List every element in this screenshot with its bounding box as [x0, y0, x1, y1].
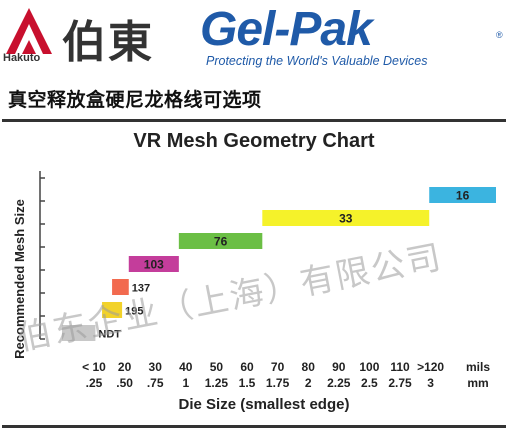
x-tick-label-mm: .75: [147, 376, 164, 390]
hakuto-wordmark: Hakuto: [3, 52, 41, 64]
bar-rect: [62, 325, 96, 341]
x-tick-label-mm: 2.5: [361, 376, 378, 390]
bar-rect: [178, 233, 263, 249]
hakuto-logo-icon: [6, 8, 52, 54]
chart-bar: 16: [429, 187, 496, 203]
x-tick-label-mils: 110: [390, 360, 410, 374]
x-tick-labels: < 10 20 30 40 50 60 70 80 90 100 110 >120 .25 .50 .75 1…: [82, 360, 490, 390]
x-tick-label-mils: >120: [417, 360, 444, 374]
bar-label: 137: [132, 283, 150, 295]
x-tick-label-mils: 60: [240, 360, 254, 374]
x-tick-label-mm: 2.25: [327, 376, 351, 390]
bar-rect: [128, 256, 179, 272]
x-axis-label: Die Size (smallest edge): [179, 396, 350, 413]
brand-name-cn: 伯東: [62, 17, 154, 68]
x-tick-label-mils: 100: [359, 360, 379, 374]
x-tick-label-mils: 40: [179, 360, 193, 374]
chart-container: VR Mesh Geometry Chart Recommended Mesh …: [2, 121, 506, 419]
x-tick-label-mm: 1.75: [266, 376, 290, 390]
tagline: Protecting the World's Valuable Devices: [206, 54, 428, 68]
gelpak-logo: Gel-Pak: [200, 3, 373, 56]
x-tick-label-mm: 2.75: [388, 376, 412, 390]
x-tick-label-mm: 1.25: [205, 376, 229, 390]
bar-rect: [102, 302, 123, 318]
chart-axes: [39, 171, 45, 340]
x-tick-label-mils: 90: [332, 360, 346, 374]
x-tick-label-mils: 50: [210, 360, 224, 374]
x-tick-label-mils: 70: [271, 360, 285, 374]
y-axis-label: Recommended Mesh Size: [12, 199, 27, 359]
bar-label: 76: [214, 235, 228, 249]
x-tick-label-mils: 80: [302, 360, 316, 374]
x-tick-label-mm: 1.5: [239, 376, 256, 390]
chart-bar: 33: [262, 210, 430, 226]
chart-frame: [2, 119, 506, 428]
x-tick-label-mils: 30: [149, 360, 163, 374]
chart-bar: 103: [128, 256, 179, 272]
chart-bar: NDT: [62, 325, 121, 341]
x-tick-label-mm: .50: [116, 376, 133, 390]
x-tick-label-mils: < 10: [82, 360, 106, 374]
bar-label: 195: [125, 306, 143, 318]
registered-mark: ®: [496, 30, 503, 40]
chart-bars: NDT 195 137 103 76 33 16: [62, 187, 496, 341]
bar-label: 103: [144, 258, 164, 272]
bar-rect: [429, 187, 496, 203]
page-subtitle: 真空释放盒硬尼龙格线可选项: [8, 89, 262, 111]
x-unit-mils: mils: [466, 360, 490, 374]
bar-label: 16: [456, 189, 470, 203]
bar-rect: [112, 279, 129, 295]
bar-label: 33: [339, 212, 353, 226]
x-tick-label-mm: 3: [427, 376, 434, 390]
x-tick-label-mm: .25: [86, 376, 103, 390]
chart-bar: 137: [112, 279, 150, 295]
chart-bar: 76: [178, 233, 263, 249]
x-tick-label-mm: 1: [182, 376, 189, 390]
chart-title: VR Mesh Geometry Chart: [133, 130, 375, 152]
bar-label: NDT: [98, 329, 121, 341]
x-tick-label-mm: 2: [305, 376, 312, 390]
mesh-geometry-chart: VR Mesh Geometry Chart Recommended Mesh …: [12, 130, 496, 413]
bar-rect: [262, 210, 430, 226]
header: Hakuto 伯東 Gel-Pak ® Protecting the World…: [0, 0, 510, 80]
x-unit-mm: mm: [467, 376, 488, 390]
chart-bar: 195: [102, 302, 143, 318]
x-tick-label-mils: 20: [118, 360, 132, 374]
